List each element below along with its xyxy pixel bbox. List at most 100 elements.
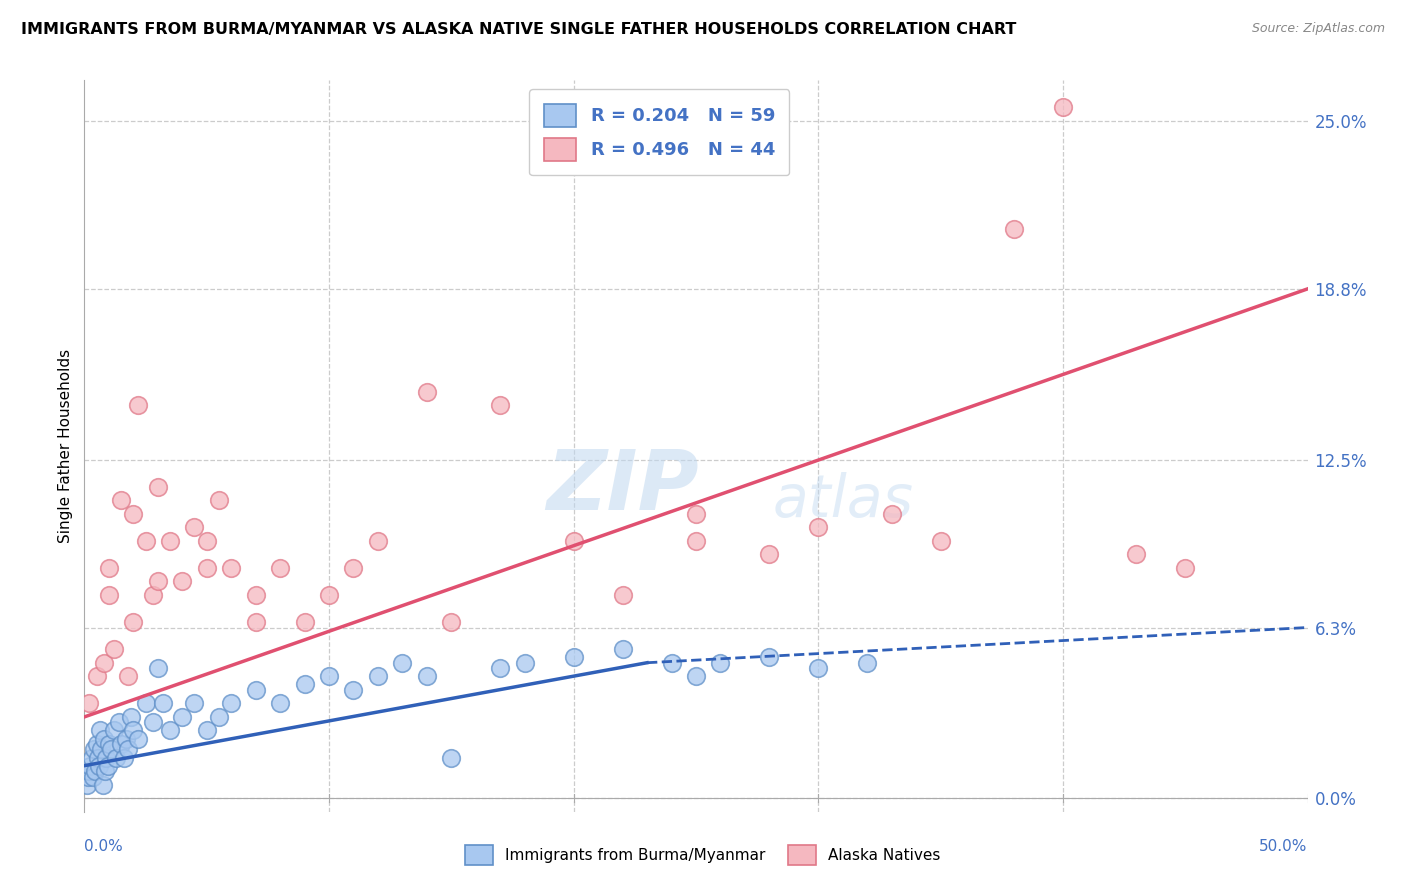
Point: [856, 656, 879, 670]
Point: [115, 731, 138, 746]
Point: [83, 742, 105, 756]
Point: [245, 588, 267, 602]
Point: [208, 710, 231, 724]
Point: [195, 561, 218, 575]
Point: [105, 750, 128, 764]
Text: 50.0%: 50.0%: [1260, 838, 1308, 854]
Point: [440, 615, 463, 629]
Point: [1125, 547, 1147, 561]
Point: [80, 750, 103, 764]
Point: [1052, 100, 1074, 114]
Point: [269, 697, 291, 711]
Point: [122, 723, 145, 738]
Point: [807, 520, 830, 534]
Point: [127, 398, 149, 412]
Point: [489, 398, 512, 412]
Point: [880, 507, 903, 521]
Point: [1002, 222, 1025, 236]
Point: [146, 574, 169, 589]
Point: [82, 770, 104, 784]
Point: [120, 710, 142, 724]
Text: atlas: atlas: [772, 472, 914, 529]
Point: [152, 697, 174, 711]
Point: [367, 669, 389, 683]
Point: [807, 661, 830, 675]
Point: [661, 656, 683, 670]
Text: ZIP: ZIP: [547, 446, 699, 527]
Point: [367, 533, 389, 548]
Point: [135, 533, 157, 548]
Point: [97, 588, 120, 602]
Point: [709, 656, 731, 670]
Point: [97, 737, 120, 751]
Point: [77, 770, 100, 784]
Point: [91, 778, 114, 792]
Point: [84, 764, 107, 778]
Point: [122, 507, 145, 521]
Point: [135, 697, 157, 711]
Point: [110, 737, 132, 751]
Point: [318, 669, 340, 683]
Point: [758, 547, 780, 561]
Point: [245, 615, 267, 629]
Point: [183, 697, 205, 711]
Point: [269, 561, 291, 575]
Point: [1174, 561, 1197, 575]
Point: [127, 731, 149, 746]
Point: [219, 697, 242, 711]
Point: [94, 764, 117, 778]
Point: [612, 588, 634, 602]
Legend: Immigrants from Burma/Myanmar, Alaska Natives: Immigrants from Burma/Myanmar, Alaska Na…: [460, 839, 946, 871]
Point: [93, 731, 115, 746]
Point: [142, 588, 165, 602]
Point: [90, 742, 112, 756]
Point: [86, 669, 108, 683]
Point: [294, 677, 316, 691]
Point: [87, 758, 110, 772]
Point: [100, 742, 122, 756]
Point: [318, 588, 340, 602]
Text: Source: ZipAtlas.com: Source: ZipAtlas.com: [1251, 22, 1385, 36]
Point: [685, 533, 707, 548]
Point: [146, 661, 169, 675]
Point: [208, 493, 231, 508]
Point: [79, 758, 101, 772]
Point: [758, 650, 780, 665]
Point: [117, 669, 139, 683]
Point: [562, 533, 585, 548]
Point: [219, 561, 242, 575]
Point: [112, 750, 135, 764]
Point: [195, 533, 218, 548]
Point: [294, 615, 316, 629]
Point: [685, 507, 707, 521]
Point: [929, 533, 952, 548]
Text: 0.0%: 0.0%: [84, 838, 124, 854]
Point: [87, 750, 110, 764]
Point: [245, 682, 267, 697]
Point: [195, 723, 218, 738]
Point: [89, 723, 111, 738]
Point: [489, 661, 512, 675]
Point: [562, 650, 585, 665]
Point: [77, 764, 100, 778]
Point: [612, 642, 634, 657]
Point: [142, 715, 165, 730]
Point: [146, 480, 169, 494]
Point: [77, 697, 100, 711]
Point: [159, 533, 181, 548]
Point: [107, 715, 129, 730]
Point: [97, 561, 120, 575]
Point: [103, 723, 125, 738]
Point: [342, 561, 364, 575]
Point: [172, 710, 194, 724]
Point: [117, 742, 139, 756]
Point: [76, 778, 98, 792]
Legend: R = 0.204   N = 59, R = 0.496   N = 44: R = 0.204 N = 59, R = 0.496 N = 44: [529, 89, 789, 176]
Point: [110, 493, 132, 508]
Point: [103, 642, 125, 657]
Point: [416, 384, 439, 399]
Point: [159, 723, 181, 738]
Point: [391, 656, 413, 670]
Text: IMMIGRANTS FROM BURMA/MYANMAR VS ALASKA NATIVE SINGLE FATHER HOUSEHOLDS CORRELAT: IMMIGRANTS FROM BURMA/MYANMAR VS ALASKA …: [21, 22, 1017, 37]
Y-axis label: Single Father Households: Single Father Households: [58, 349, 73, 543]
